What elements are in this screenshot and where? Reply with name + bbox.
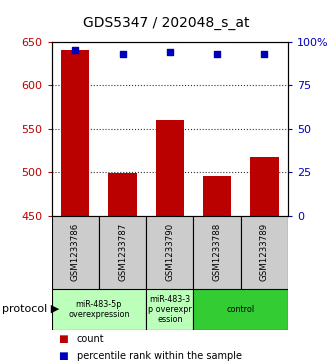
Bar — [241, 216, 288, 289]
Text: ■: ■ — [58, 351, 68, 360]
Point — [167, 49, 172, 55]
Bar — [156, 120, 184, 216]
Text: GSM1233787: GSM1233787 — [118, 223, 127, 281]
Bar — [193, 289, 288, 330]
Bar — [250, 157, 279, 216]
Text: GSM1233789: GSM1233789 — [260, 223, 269, 281]
Point — [73, 48, 78, 53]
Text: GDS5347 / 202048_s_at: GDS5347 / 202048_s_at — [83, 16, 250, 30]
Text: miR-483-5p
overexpression: miR-483-5p overexpression — [68, 300, 130, 319]
Bar — [203, 176, 231, 216]
Bar — [52, 216, 99, 289]
Text: protocol ▶: protocol ▶ — [2, 305, 59, 314]
Point — [214, 51, 220, 57]
Bar — [146, 216, 193, 289]
Text: GSM1233786: GSM1233786 — [71, 223, 80, 281]
Bar — [61, 50, 90, 216]
Bar — [108, 173, 137, 216]
Bar — [193, 216, 241, 289]
Point — [120, 51, 125, 57]
Text: miR-483-3
p overexpr
ession: miR-483-3 p overexpr ession — [148, 294, 192, 325]
Text: GSM1233788: GSM1233788 — [212, 223, 222, 281]
Text: GSM1233790: GSM1233790 — [165, 223, 174, 281]
Text: percentile rank within the sample: percentile rank within the sample — [77, 351, 241, 360]
Text: control: control — [227, 305, 255, 314]
Bar — [99, 216, 146, 289]
Text: ■: ■ — [58, 334, 68, 344]
Bar — [146, 289, 193, 330]
Text: count: count — [77, 334, 104, 344]
Point — [262, 51, 267, 57]
Bar — [52, 289, 146, 330]
